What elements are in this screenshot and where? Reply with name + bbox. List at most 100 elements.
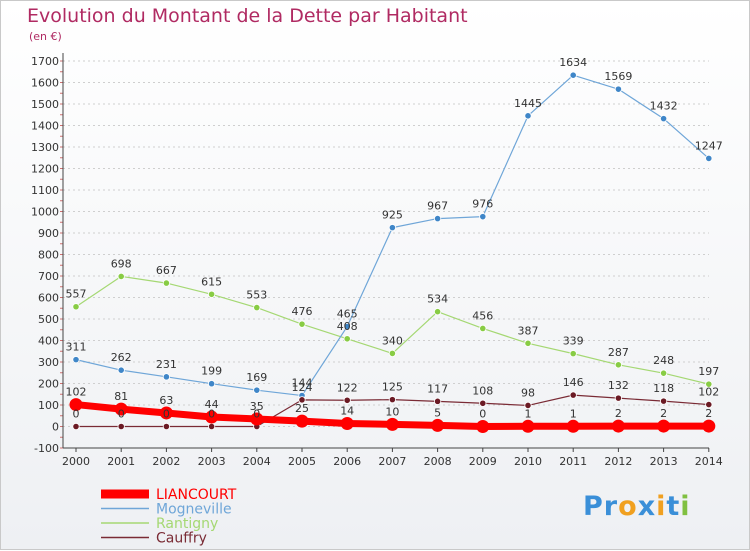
data-point xyxy=(162,279,170,287)
data-point xyxy=(524,401,532,410)
series-mogneville xyxy=(72,71,713,400)
data-label: 311 xyxy=(66,341,87,354)
data-label: 118 xyxy=(653,382,674,395)
data-label: 557 xyxy=(66,288,87,301)
data-label: 231 xyxy=(156,358,177,371)
data-point xyxy=(159,406,173,420)
y-tick-label: 900 xyxy=(38,227,59,240)
y-tick-label: 400 xyxy=(38,335,59,348)
x-tick-label: 2011 xyxy=(559,455,587,468)
data-point xyxy=(566,419,580,433)
data-label: 925 xyxy=(382,209,403,222)
y-tick-label: 1200 xyxy=(31,163,59,176)
data-point xyxy=(117,366,125,374)
data-label: 408 xyxy=(337,320,358,333)
legend-item-mogneville: Mogneville xyxy=(101,502,232,518)
data-label: 667 xyxy=(156,264,177,277)
data-label: 1445 xyxy=(514,97,542,110)
y-tick-label: 1700 xyxy=(31,55,59,68)
data-point xyxy=(298,396,306,404)
data-point xyxy=(569,391,577,399)
data-point xyxy=(705,154,713,162)
data-label: 2 xyxy=(615,407,622,420)
data-point xyxy=(476,420,490,433)
data-label: 262 xyxy=(111,351,132,364)
data-label: 10 xyxy=(385,405,399,418)
data-point xyxy=(162,422,170,431)
data-point xyxy=(479,399,487,407)
data-point xyxy=(433,308,442,316)
data-label: 340 xyxy=(382,334,403,347)
data-label: 1247 xyxy=(695,139,723,152)
logo-letter: r xyxy=(603,491,619,522)
data-label: 387 xyxy=(518,324,539,337)
logo-letter: i xyxy=(680,491,691,522)
data-point xyxy=(250,412,264,426)
data-point xyxy=(340,416,354,430)
data-point xyxy=(479,213,487,221)
data-point xyxy=(69,398,83,412)
y-tick-label: 200 xyxy=(38,378,59,391)
data-point xyxy=(431,418,445,432)
y-tick-label: -100 xyxy=(34,442,59,455)
data-point xyxy=(208,290,216,298)
series-rantigny xyxy=(72,272,713,388)
series-liancourt xyxy=(69,398,716,433)
y-tick-label: 500 xyxy=(38,313,59,326)
data-label: 2 xyxy=(660,407,667,420)
data-label: 0 xyxy=(73,408,80,421)
data-point xyxy=(343,396,351,404)
data-label: 476 xyxy=(292,305,313,318)
data-label: 1634 xyxy=(559,56,587,69)
data-label: 197 xyxy=(698,365,719,378)
legend-item-cauffry: Cauffry xyxy=(101,531,207,547)
logo-letter: t xyxy=(666,491,681,522)
data-point xyxy=(114,402,128,416)
data-label: 456 xyxy=(472,309,493,322)
data-label: 1 xyxy=(525,407,532,420)
data-label: 102 xyxy=(698,386,719,399)
data-label: 199 xyxy=(201,365,222,378)
data-label: 125 xyxy=(382,381,403,394)
legend-item-liancourt: LIANCOURT xyxy=(101,487,237,503)
data-label: 63 xyxy=(159,394,173,407)
data-label: 465 xyxy=(337,308,358,321)
data-point xyxy=(208,422,216,431)
data-point xyxy=(705,400,713,409)
data-label: 534 xyxy=(427,293,448,306)
data-point xyxy=(162,373,170,381)
data-point xyxy=(657,419,671,433)
data-point xyxy=(433,397,442,405)
data-point xyxy=(614,361,623,369)
x-tick-label: 2008 xyxy=(424,455,452,468)
data-point xyxy=(388,224,396,232)
data-label: 698 xyxy=(111,257,132,270)
chart-subtitle: (en €) xyxy=(29,30,62,43)
y-tick-label: 1000 xyxy=(31,206,59,219)
y-tick-label: 1100 xyxy=(31,184,59,197)
x-tick-label: 2002 xyxy=(152,455,180,468)
y-tick-label: 1300 xyxy=(31,141,59,154)
data-point xyxy=(569,71,577,79)
data-point xyxy=(72,356,80,364)
data-label: 144 xyxy=(292,377,313,390)
data-point xyxy=(117,422,125,431)
data-label: 287 xyxy=(608,346,629,359)
data-point xyxy=(117,272,125,281)
x-tick-label: 2010 xyxy=(514,455,542,468)
x-tick-label: 2006 xyxy=(333,455,361,468)
data-label: 124 xyxy=(292,381,313,394)
data-label: 25 xyxy=(295,402,309,415)
proxiti-logo: Proxiti xyxy=(583,491,691,522)
data-point xyxy=(433,214,442,223)
data-point xyxy=(521,419,535,433)
data-point xyxy=(343,322,351,331)
logo-letter: i xyxy=(656,491,667,522)
y-tick-label: 600 xyxy=(38,292,59,305)
x-tick-label: 2003 xyxy=(198,455,226,468)
data-point xyxy=(614,394,623,402)
data-point xyxy=(524,112,532,120)
data-label: 146 xyxy=(563,376,584,389)
data-label: 553 xyxy=(246,289,267,302)
